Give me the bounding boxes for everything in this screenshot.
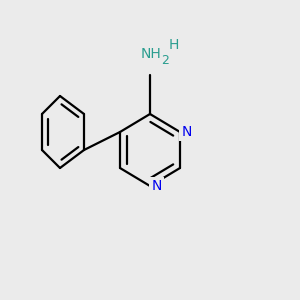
- Text: N: N: [182, 125, 192, 139]
- Text: 2: 2: [161, 53, 169, 67]
- Text: NH: NH: [141, 47, 162, 61]
- Text: H: H: [169, 38, 179, 52]
- Text: N: N: [152, 179, 162, 193]
